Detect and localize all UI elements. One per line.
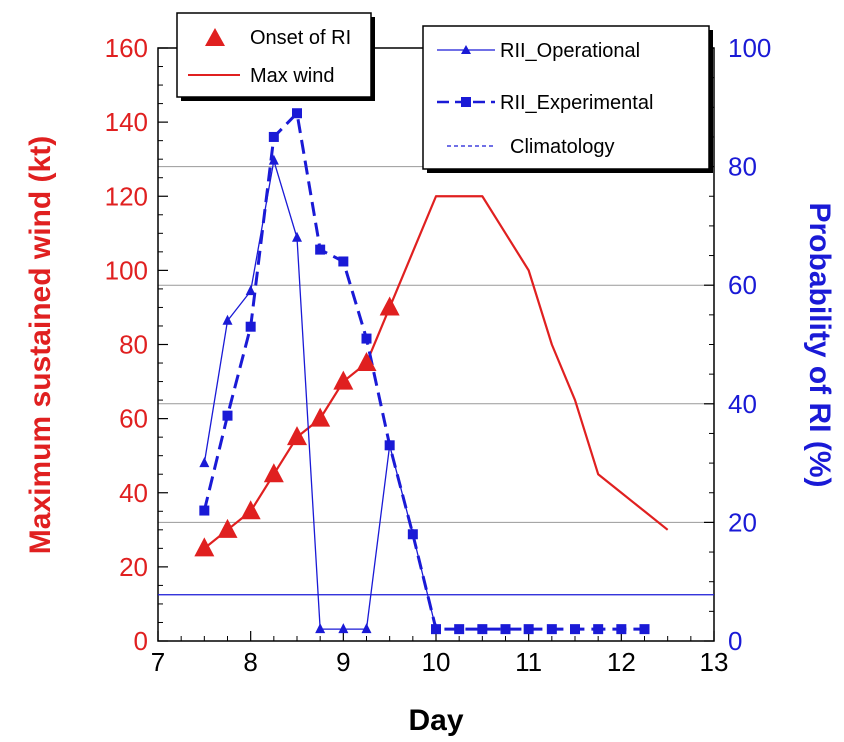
onset-of-ri-point: [356, 352, 377, 372]
rii-experimental-point: [639, 624, 650, 635]
onset-of-ri-point: [287, 426, 307, 446]
rii-experimental-point: [268, 131, 279, 142]
y-left-tick-label: 100: [105, 255, 148, 285]
rii-experimental-point: [500, 624, 511, 635]
legend-left-box: [176, 12, 372, 98]
rii-experimental-point: [292, 108, 302, 119]
rii-experimental-point: [570, 624, 580, 635]
y-right-tick-label: 100: [728, 33, 771, 63]
legend-operational-label: RII_Operational: [500, 40, 640, 62]
tick-labels: 7 8 9 10 11 12 1302040608010012014016002040608…: [105, 33, 772, 677]
x-tick-label: 13: [700, 647, 729, 677]
rii-operational-point: [315, 623, 326, 634]
onset-of-ri-point: [333, 370, 354, 390]
onset-of-ri-point: [310, 407, 331, 427]
rii-experimental-point: [616, 624, 627, 635]
y-left-tick-label: 160: [105, 33, 148, 63]
y-right-tick-label: 0: [728, 626, 742, 656]
y-left-tick-label: 120: [105, 181, 148, 211]
onset-of-ri-point: [379, 296, 400, 316]
rii-operational-point: [338, 623, 349, 634]
rii-experimental-point: [523, 624, 534, 635]
onset-of-ri-point: [263, 463, 284, 483]
x-tick-label: 11: [515, 647, 542, 677]
y-right-tick-label: 80: [728, 152, 757, 182]
y-left-tick-label: 80: [119, 330, 148, 360]
rii-operational-point: [245, 285, 256, 296]
x-tick-label: 8: [243, 647, 257, 677]
legend-onset-triangle: [205, 28, 225, 46]
onset-of-ri-point: [217, 518, 238, 538]
y-left-tick-label: 140: [105, 107, 148, 137]
rii-experimental-line: [202, 110, 645, 631]
onset-of-ri-point: [240, 500, 261, 520]
rii-experimental-point: [477, 624, 488, 635]
rii-experimental-point: [315, 244, 326, 255]
legend-experimental-marker: [461, 97, 471, 107]
y-left-tick-label: 20: [119, 552, 148, 582]
x-tick-label: 7: [151, 647, 165, 677]
rii-operational-line: [203, 160, 437, 630]
legend-climatology-label: Climatology: [510, 136, 614, 158]
legend-maxwind-label: Max wind: [250, 65, 334, 87]
y-axis-left-label: Maximum sustained wind (kt): [24, 136, 57, 554]
rii-operational-point: [431, 623, 441, 634]
rii-experimental-point: [454, 624, 465, 635]
y-axis-right-label: Probability of RI (%): [803, 203, 836, 488]
rii-experimental-point: [199, 505, 210, 516]
legend-experimental-label: RII_Experimental: [500, 92, 653, 114]
rii-experimental-point: [546, 624, 557, 635]
x-tick-label: 10: [422, 647, 451, 677]
rii-experimental-point: [222, 410, 233, 421]
y-right-tick-label: 60: [728, 270, 757, 300]
rii-experimental-point: [245, 321, 256, 332]
rii-operational-point: [222, 314, 233, 325]
x-tick-label: 12: [607, 647, 636, 677]
x-axis-label: Day: [408, 704, 463, 737]
y-left-tick-label: 40: [119, 478, 148, 508]
rii-experimental-point: [593, 624, 604, 635]
legend-onset-label: Onset of RI: [250, 27, 351, 49]
y-right-tick-label: 20: [728, 507, 757, 537]
rii-operational-point: [292, 231, 302, 242]
legend-left: Onset of RI Max wind: [176, 12, 375, 101]
x-tick-label: 9: [336, 647, 350, 677]
rii-operational-point: [268, 154, 279, 165]
rii-operational-point: [384, 439, 395, 450]
rii-operational-point: [199, 457, 210, 468]
y-right-tick-label: 40: [728, 389, 757, 419]
y-left-tick-label: 60: [119, 404, 148, 434]
legend-right: RII_Operational RII_Experimental Climato…: [422, 25, 713, 173]
rii-operational-point: [407, 528, 418, 539]
rii-experimental-point: [361, 333, 372, 344]
legend-operational-marker: [461, 45, 471, 54]
series-layer: [158, 108, 714, 635]
max-wind-line: [203, 195, 669, 550]
rii-experimental-point: [338, 256, 349, 267]
y-left-tick-label: 0: [134, 626, 148, 656]
rii-operational-point: [361, 623, 372, 634]
onset-of-ri-point: [194, 537, 215, 557]
